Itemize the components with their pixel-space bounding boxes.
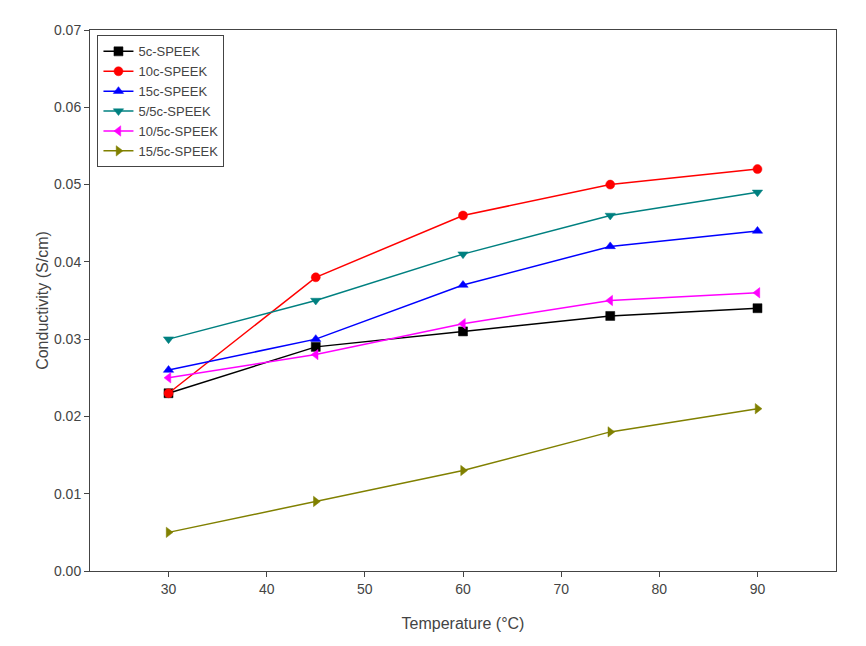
svg-text:0.06: 0.06 <box>54 99 81 115</box>
svg-text:Conductivity (S/cm): Conductivity (S/cm) <box>34 231 51 370</box>
svg-text:5c-SPEEK: 5c-SPEEK <box>138 44 200 59</box>
svg-text:0.00: 0.00 <box>54 563 81 579</box>
svg-text:15c-SPEEK: 15c-SPEEK <box>138 84 207 99</box>
svg-text:5/5c-SPEEK: 5/5c-SPEEK <box>138 104 211 119</box>
svg-text:0.02: 0.02 <box>54 408 81 424</box>
svg-text:30: 30 <box>161 581 177 597</box>
svg-text:90: 90 <box>750 581 766 597</box>
svg-text:60: 60 <box>455 581 471 597</box>
svg-text:0.05: 0.05 <box>54 176 81 192</box>
svg-text:Temperature (°C): Temperature (°C) <box>402 615 525 632</box>
svg-text:40: 40 <box>259 581 275 597</box>
svg-text:70: 70 <box>553 581 569 597</box>
svg-text:0.04: 0.04 <box>54 254 81 270</box>
svg-text:0.01: 0.01 <box>54 486 81 502</box>
svg-text:15/5c-SPEEK: 15/5c-SPEEK <box>138 144 218 159</box>
svg-text:80: 80 <box>652 581 668 597</box>
svg-text:0.07: 0.07 <box>54 22 81 38</box>
svg-text:10c-SPEEK: 10c-SPEEK <box>138 64 207 79</box>
svg-text:10/5c-SPEEK: 10/5c-SPEEK <box>138 124 218 139</box>
svg-text:0.03: 0.03 <box>54 331 81 347</box>
svg-text:50: 50 <box>357 581 373 597</box>
